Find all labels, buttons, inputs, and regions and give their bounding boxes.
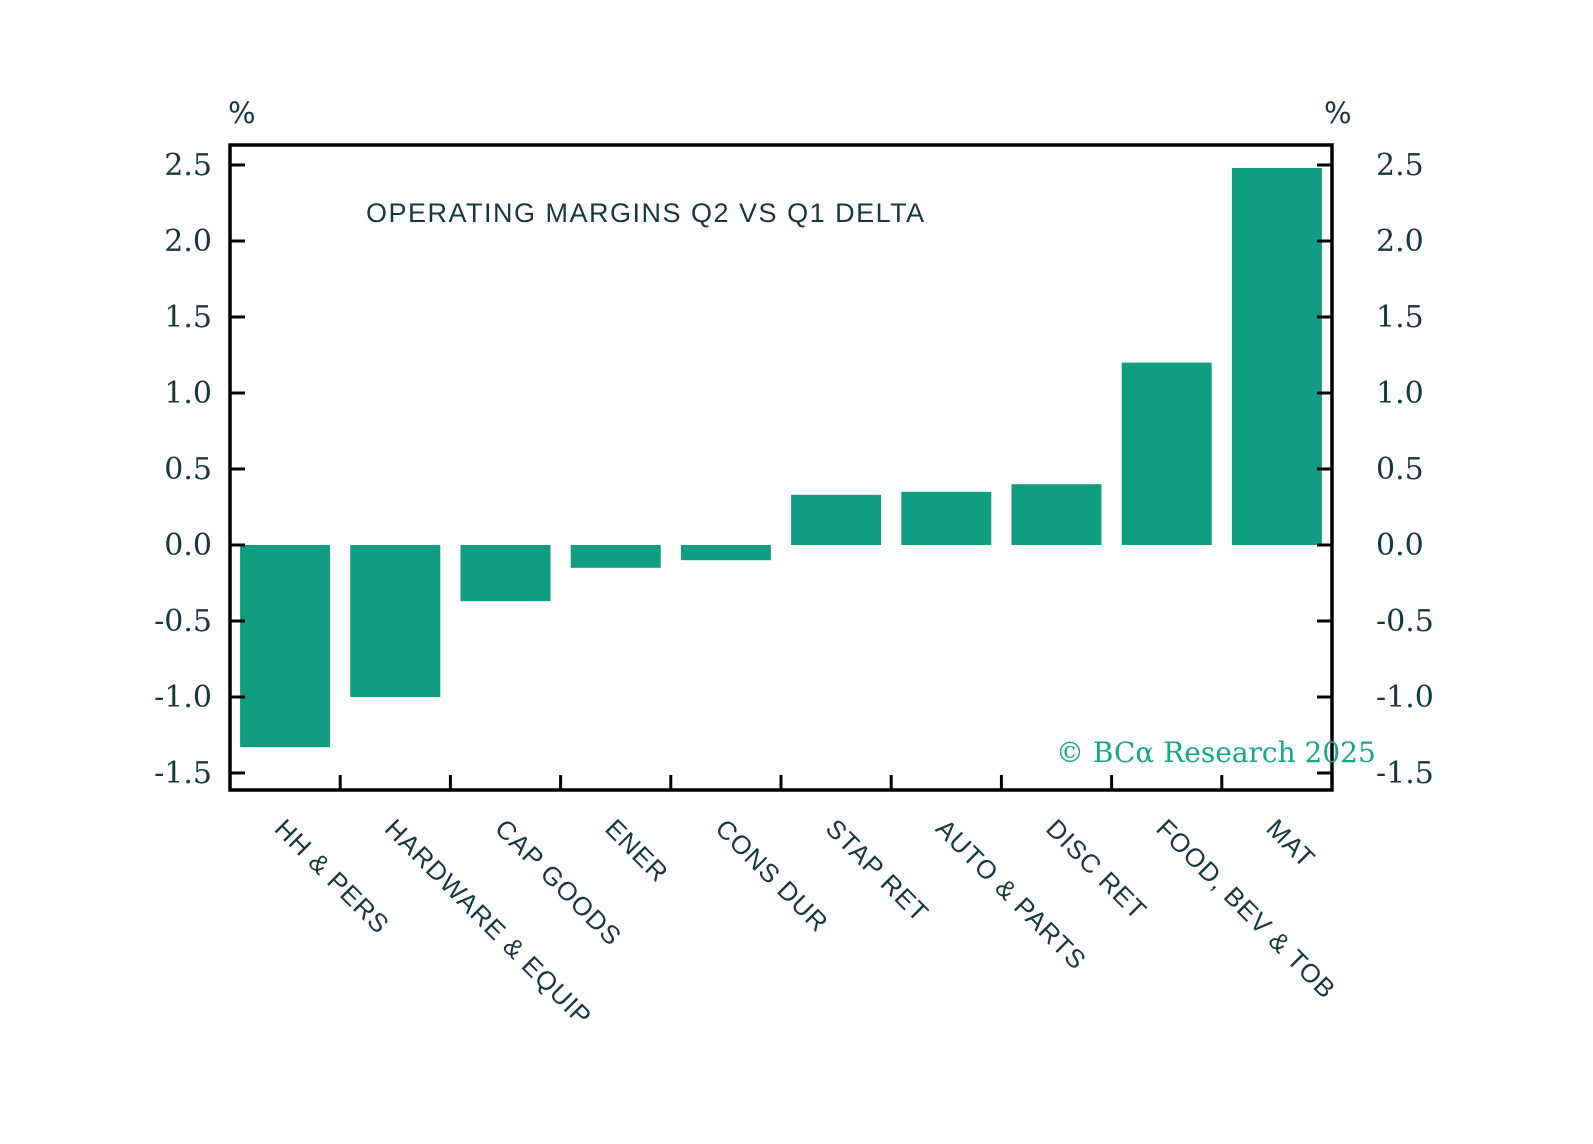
y-tick-label-right: 1.5	[1376, 300, 1424, 335]
y-tick-label-left: 1.0	[164, 376, 212, 411]
x-category-label: HH & PERS	[269, 813, 396, 940]
y-tick-label-right: -1.5	[1376, 756, 1434, 791]
y-tick-label-left: -1.5	[154, 756, 212, 791]
y-tick-label-right: 1.0	[1376, 376, 1424, 411]
bar	[570, 545, 661, 568]
bca-research-watermark: © BCα Research 2025	[1056, 736, 1376, 769]
y-tick-label-right: 0.5	[1376, 452, 1424, 487]
chart-title: OPERATING MARGINS Q2 VS Q1 DELTA	[366, 198, 926, 228]
y-tick-label-right: -1.0	[1376, 680, 1434, 715]
bar	[901, 491, 992, 545]
y-tick-label-left: 0.5	[164, 452, 212, 487]
bar	[1011, 484, 1102, 545]
x-category-label: ENER	[599, 813, 674, 888]
x-category-label: MAT	[1261, 813, 1322, 874]
x-category-label: FOOD, BEV & TOB	[1150, 813, 1342, 1005]
y-tick-label-right: 0.0	[1376, 528, 1424, 563]
x-category-label: CONS DUR	[710, 813, 835, 938]
y-tick-label-right: -0.5	[1376, 604, 1434, 639]
bar	[680, 545, 771, 561]
y-tick-label-right: 2.0	[1376, 224, 1424, 259]
y-tick-label-left: -1.0	[154, 680, 212, 715]
bar	[1121, 362, 1212, 545]
bar	[791, 494, 882, 545]
y-tick-label-left: 0.0	[164, 528, 212, 563]
bar	[1231, 168, 1322, 545]
left-axis-unit-label: %	[228, 96, 256, 130]
bar	[350, 545, 441, 697]
y-tick-label-left: 1.5	[164, 300, 212, 335]
x-category-label: STAP RET	[820, 813, 935, 928]
y-tick-label-right: 2.5	[1376, 148, 1424, 183]
x-category-label: HARDWARE & EQUIP	[379, 813, 598, 1032]
x-category-label: DISC RET	[1040, 813, 1153, 926]
y-tick-label-left: -0.5	[154, 604, 212, 639]
bar	[460, 545, 551, 602]
y-tick-label-left: 2.0	[164, 224, 212, 259]
right-axis-unit-label: %	[1324, 96, 1352, 130]
y-tick-label-left: 2.5	[164, 148, 212, 183]
bar	[240, 545, 331, 748]
